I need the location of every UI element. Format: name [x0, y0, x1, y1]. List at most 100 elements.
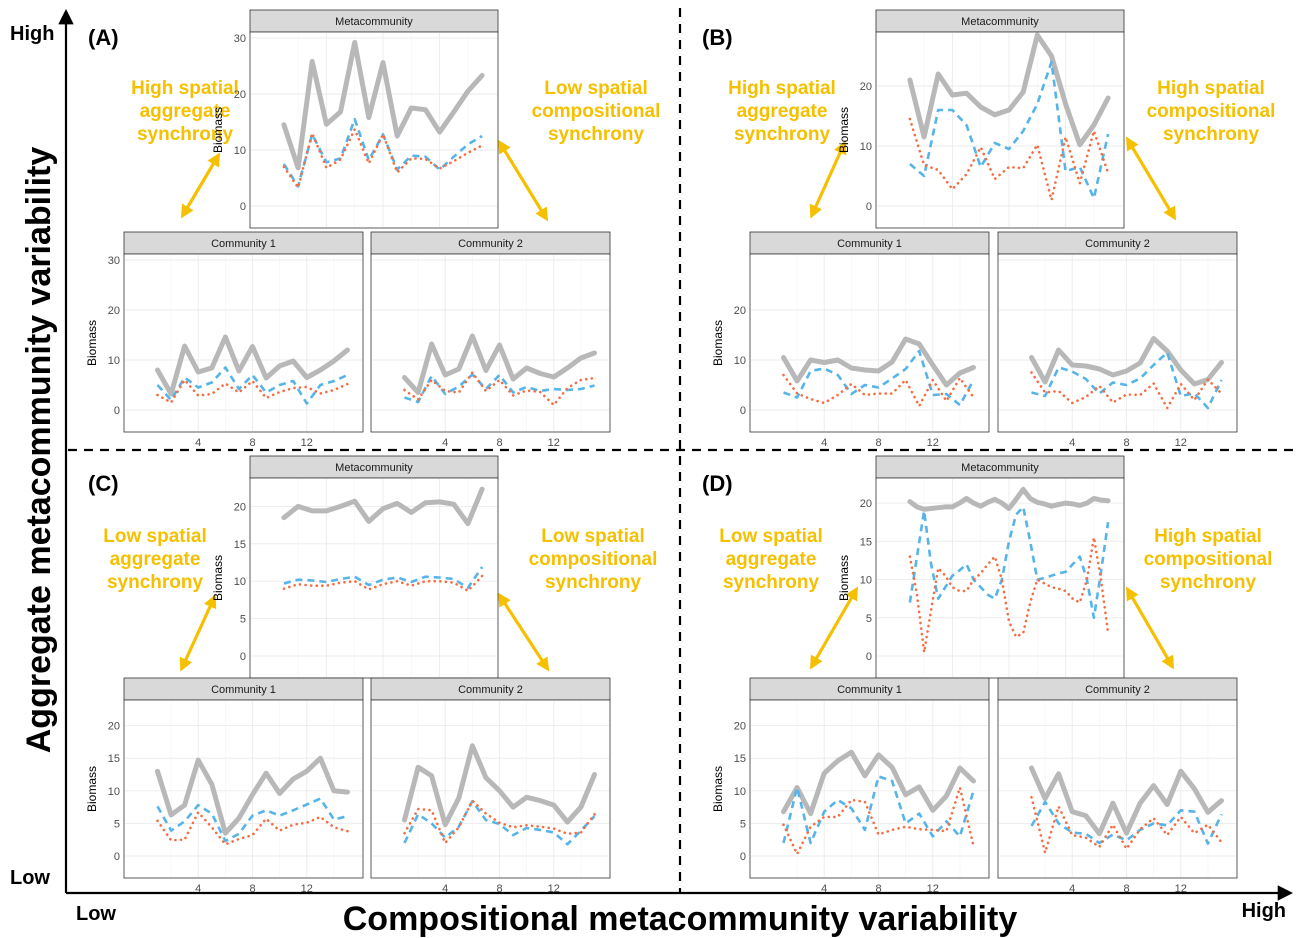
- facet-title: Metacommunity: [961, 462, 1039, 474]
- annotation-right-line: High spatial: [1154, 526, 1262, 547]
- y-tick-label: 0: [740, 851, 746, 863]
- facet-panel: Community 1 0 10 20 4 8 12 Biomass: [711, 231, 990, 449]
- annotation-right-line: Low spatial: [544, 78, 647, 99]
- facet-panel: Community 1 0 5 10 15 20 4 8 12 Biomass: [711, 677, 990, 895]
- x-tick-label: 4: [821, 883, 827, 895]
- series-line-total: [907, 486, 1111, 512]
- facet-title: Community 1: [837, 238, 902, 250]
- series-line-total: [281, 486, 485, 527]
- facet-title: Community 2: [458, 684, 523, 696]
- facet-title: Community 2: [1085, 684, 1150, 696]
- annotation-left-line: Low spatial: [103, 526, 206, 547]
- y-axis-label: Biomass: [211, 555, 225, 601]
- facet-panel: Community 1 0 5 10 15 20 4 8 12 Biomass: [85, 677, 364, 895]
- series-line-species-a: [1031, 351, 1223, 410]
- y-tick-label: 20: [108, 305, 120, 317]
- series-line-species-b: [403, 799, 596, 845]
- x-tick-label: 4: [1069, 883, 1075, 895]
- series-line-total: [402, 333, 597, 395]
- y-tick-label: 15: [234, 539, 246, 551]
- y-tick-label: 0: [114, 851, 120, 863]
- arrow-left-double-headed: [809, 586, 859, 670]
- x-tick-label: 12: [1175, 437, 1187, 449]
- plot-area: [123, 253, 364, 433]
- y-tick-label: 20: [108, 721, 120, 733]
- series-line-total: [155, 334, 350, 397]
- series-line-species-a: [403, 799, 596, 846]
- plot-area: [370, 699, 611, 879]
- facet-title: Community 1: [211, 238, 276, 250]
- annotation-left-line: High spatial: [728, 78, 836, 99]
- y-axis-label: Biomass: [85, 766, 99, 812]
- plot-area: [249, 31, 499, 229]
- series-line-total: [1029, 765, 1224, 837]
- y-tick-label: 10: [860, 141, 872, 153]
- y-axis-low-label: Low: [10, 867, 50, 889]
- annotation-right-line: synchrony: [1160, 572, 1257, 593]
- y-tick-label: 0: [240, 651, 246, 663]
- facet-title: Community 2: [1085, 238, 1150, 250]
- arrow-left-double-headed: [179, 594, 217, 672]
- x-tick-label: 12: [1175, 883, 1187, 895]
- facet-panel: Community 2 4 8 12: [997, 677, 1238, 895]
- y-tick-label: 20: [860, 498, 872, 510]
- x-tick-label: 12: [548, 883, 560, 895]
- x-tick-label: 8: [875, 437, 881, 449]
- facet-panel: Community 1 0 10 20 30 4 8 12 Biomass: [85, 231, 364, 449]
- facet-panel: Community 2 4 8 12: [997, 231, 1238, 449]
- y-tick-label: 20: [234, 501, 246, 513]
- y-tick-label: 0: [866, 651, 872, 663]
- series-line-total: [402, 743, 597, 828]
- series-line-total: [281, 40, 485, 171]
- annotation-right-line: High spatial: [1157, 78, 1265, 99]
- series-line-species-b: [1030, 371, 1223, 410]
- panel-label: (D): [702, 471, 733, 496]
- facet-title: Metacommunity: [335, 16, 413, 28]
- series-line-species-b: [156, 378, 349, 404]
- y-tick-label: 5: [114, 818, 120, 830]
- facet-panel: Community 2 4 8 12: [370, 231, 611, 449]
- x-tick-label: 8: [496, 437, 502, 449]
- x-axis-low-label: Low: [76, 903, 116, 925]
- series-line-species-b: [908, 117, 1110, 202]
- facet-title: Community 1: [837, 684, 902, 696]
- x-tick-label: 8: [1123, 883, 1129, 895]
- y-tick-label: 0: [740, 405, 746, 417]
- panel-label: (A): [88, 25, 119, 50]
- facet-panel: Metacommunity051015204812Biomass: [837, 455, 1125, 695]
- y-axis-label: Biomass: [711, 320, 725, 366]
- y-tick-label: 10: [108, 355, 120, 367]
- series-line-total: [781, 336, 976, 388]
- y-tick-label: 5: [866, 613, 872, 625]
- annotation-right-line: synchrony: [545, 572, 642, 593]
- y-tick-label: 0: [114, 405, 120, 417]
- arrow-right-double-headed: [1125, 136, 1177, 221]
- x-axis-title: Compositional metacommunity variability: [343, 900, 1018, 938]
- annotation-left-line: High spatial: [131, 78, 239, 99]
- series-line-species-a: [404, 373, 595, 404]
- facet-title: Community 1: [211, 684, 276, 696]
- facet-panel: Metacommunity01020304812Biomass: [211, 9, 499, 245]
- y-axis-high-label: High: [10, 23, 54, 45]
- facet-panel: Metacommunity010204812Biomass: [837, 9, 1125, 245]
- y-axis-label: Biomass: [711, 766, 725, 812]
- y-tick-label: 30: [108, 255, 120, 267]
- x-tick-label: 8: [249, 883, 255, 895]
- annotation-left-line: Low spatial: [719, 526, 822, 547]
- facet-title: Metacommunity: [335, 462, 413, 474]
- series-line-total: [907, 32, 1111, 148]
- x-tick-label: 4: [195, 437, 201, 449]
- y-axis-label: Biomass: [211, 107, 225, 153]
- panel-label: (C): [88, 471, 119, 496]
- y-tick-label: 15: [734, 753, 746, 765]
- series-line-species-b: [782, 373, 975, 408]
- facet-panel: Community 2 4 8 12: [370, 677, 611, 895]
- series-line-species-a: [156, 797, 348, 843]
- x-tick-label: 12: [548, 437, 560, 449]
- annotation-right-line: compositional: [1144, 549, 1273, 570]
